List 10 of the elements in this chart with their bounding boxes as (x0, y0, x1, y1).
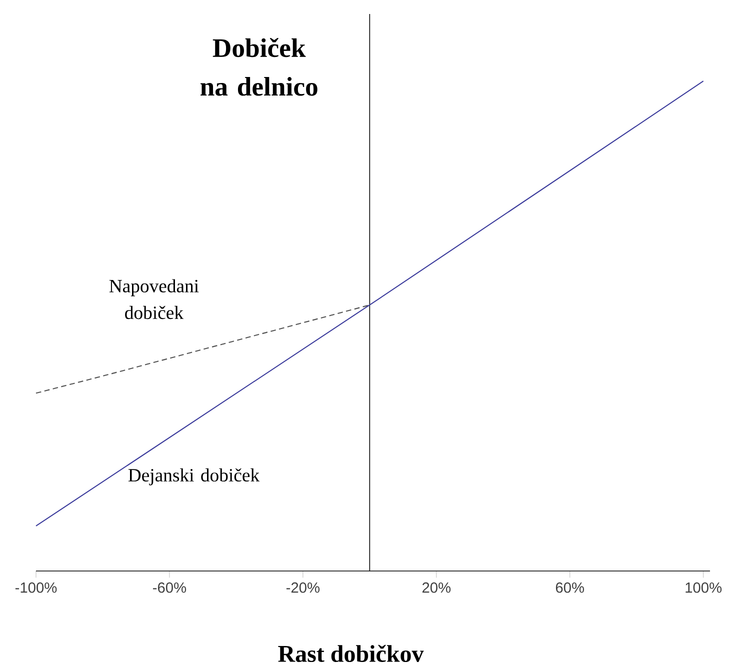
series-label: Napovedani dobiček (109, 279, 199, 320)
x-tick-label: -60% (153, 582, 186, 593)
x-tick-label: 60% (556, 582, 584, 593)
x-tick-label: 100% (686, 582, 722, 593)
chart-title: Dobiček na delnico (200, 38, 318, 96)
x-axis-title: Rast dobičkov (278, 644, 424, 662)
x-tick-label: -100% (15, 582, 57, 593)
x-tick-label: 20% (422, 582, 451, 593)
x-tick-label: -20% (286, 582, 320, 593)
series-label: Dejanski dobiček (128, 468, 260, 486)
